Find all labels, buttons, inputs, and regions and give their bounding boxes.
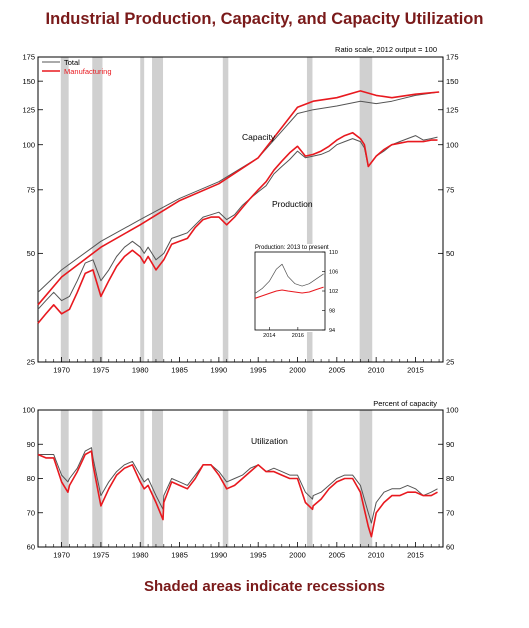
series-line-manufacturing <box>254 286 324 299</box>
top-panel: 25 25 50 50 75 75 100 100 125 125 150 150 175 175 1970… <box>22 45 458 375</box>
inset-title: Production: 2013 to present <box>255 245 329 251</box>
y-tick-label-right: 70 <box>446 508 454 517</box>
x-tick-label: 2000 <box>289 366 306 375</box>
series-line-manufacturing <box>37 450 438 538</box>
x-tick-label: 1970 <box>53 551 70 560</box>
recession-band <box>359 410 373 547</box>
top-axes: 25 25 50 50 75 75 100 100 125 125 150 150 175 175 1970… <box>22 53 458 375</box>
x-tick-label: 1970 <box>53 366 70 375</box>
bottom-panel: 60 60 70 70 80 80 90 90 100 100 1970 1975 1980 1985 19… <box>22 399 458 560</box>
x-tick-label: 1985 <box>171 366 188 375</box>
x-tick-label: 1975 <box>93 366 110 375</box>
recession-band <box>140 57 145 362</box>
recession-band <box>306 57 313 362</box>
bottom-recession-bands <box>60 410 373 547</box>
y-tick-label-right: 60 <box>446 543 454 552</box>
series-line-production-manufacturing <box>37 131 438 324</box>
recession-band <box>152 410 164 547</box>
x-tick-label: 1980 <box>132 366 149 375</box>
utilization-label: Utilization <box>251 436 288 446</box>
top-scale-note: Ratio scale, 2012 output = 100 <box>335 45 437 54</box>
y-tick-label-left: 125 <box>22 105 35 114</box>
bottom-series-lines <box>37 447 438 538</box>
top-recession-bands <box>60 57 373 362</box>
inset-background <box>252 244 326 332</box>
x-tick-label: 2005 <box>328 366 345 375</box>
y-tick-label-left: 50 <box>27 249 35 258</box>
recession-band <box>60 57 69 362</box>
y-tick-label-left: 100 <box>22 140 35 149</box>
x-tick-label: 1995 <box>250 366 267 375</box>
x-tick-label: 1975 <box>93 551 110 560</box>
y-tick-label-right: 100 <box>446 406 459 415</box>
x-tick-label: 2015 <box>407 366 424 375</box>
y-tick-label-right: 90 <box>446 440 454 449</box>
y-tick-label-right: 175 <box>446 53 459 62</box>
top-plot-frame <box>37 56 444 363</box>
inset-y-tick-label: 110 <box>329 250 338 256</box>
x-tick-label: 2005 <box>328 551 345 560</box>
legend-total-label: Total <box>64 58 80 67</box>
y-tick-label-left: 60 <box>27 543 35 552</box>
x-tick-label: 2010 <box>368 366 385 375</box>
y-tick-label-left: 175 <box>22 53 35 62</box>
inset-panel: Production: 2013 to present 94 98 102 106 11… <box>252 244 338 339</box>
y-tick-label-right: 80 <box>446 474 454 483</box>
y-tick-label-right: 25 <box>446 358 454 367</box>
inset-x-tick-label: 2014 <box>263 333 275 339</box>
x-tick-label: 2000 <box>289 551 306 560</box>
y-tick-label-right: 75 <box>446 185 454 194</box>
recession-band <box>306 410 313 547</box>
series-line-total <box>254 263 324 294</box>
recession-band <box>92 57 103 362</box>
x-tick-label: 1990 <box>211 366 228 375</box>
capacity-label: Capacity <box>242 132 276 142</box>
x-tick-label: 1980 <box>132 551 149 560</box>
x-tick-label: 1985 <box>171 551 188 560</box>
inset-series-lines <box>254 263 324 299</box>
inset-y-tick-label: 106 <box>329 270 338 276</box>
y-tick-label-right: 50 <box>446 249 454 258</box>
y-tick-label-left: 150 <box>22 77 35 86</box>
inset-x-tick-label: 2016 <box>292 333 304 339</box>
x-tick-label: 1990 <box>211 551 228 560</box>
series-line-capacity-total <box>37 91 440 293</box>
production-label: Production <box>272 199 313 209</box>
recession-band <box>222 410 229 547</box>
bottom-axes: 60 60 70 70 80 80 90 90 100 100 1970 1975 1980 1985 19… <box>22 406 458 560</box>
inset-y-tick-label: 94 <box>329 328 335 334</box>
series-line-total <box>38 447 438 524</box>
inset-y-tick-label: 102 <box>329 289 338 295</box>
x-tick-label: 2010 <box>368 551 385 560</box>
recession-band <box>359 57 373 362</box>
recession-footnote: Shaded areas indicate recessions <box>144 578 385 595</box>
y-tick-label-left: 25 <box>27 358 35 367</box>
recession-band <box>222 57 229 362</box>
series-line-capacity-manufacturing <box>37 90 440 306</box>
y-tick-label-left: 75 <box>27 185 35 194</box>
inset-y-tick-label: 98 <box>329 309 335 315</box>
top-series-lines <box>37 90 440 324</box>
bottom-percent-note: Percent of capacity <box>373 399 437 408</box>
y-tick-label-left: 70 <box>27 508 35 517</box>
x-tick-label: 2015 <box>407 551 424 560</box>
y-tick-label-right: 150 <box>446 77 459 86</box>
y-tick-label-right: 125 <box>446 105 459 114</box>
inset-axes: 94 98 102 106 110 2014 2016 <box>263 250 338 339</box>
legend-manufacturing-label: Manufacturing <box>64 67 112 76</box>
y-tick-label-left: 80 <box>27 474 35 483</box>
y-tick-label-right: 100 <box>446 140 459 149</box>
page-title: Industrial Production, Capacity, and Cap… <box>45 10 484 28</box>
recession-band <box>152 57 164 362</box>
y-tick-label-left: 100 <box>22 406 35 415</box>
x-tick-label: 1995 <box>250 551 267 560</box>
y-tick-label-left: 90 <box>27 440 35 449</box>
